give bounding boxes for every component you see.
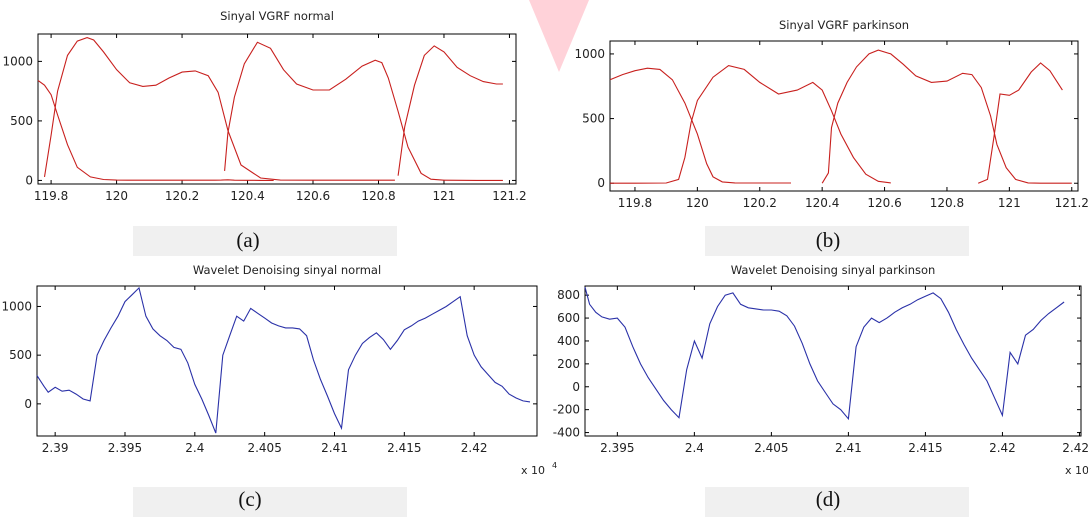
y-tick-label: 500	[582, 112, 605, 126]
chart-title: Sinyal VGRF normal	[220, 9, 334, 23]
x-tick-label: 2.395	[108, 441, 142, 455]
x-tick-label: 2.395	[600, 441, 634, 455]
y-tick-label: -200	[553, 403, 580, 417]
caption-c: (c)	[238, 487, 262, 511]
x-tick-label: 2.4	[685, 441, 704, 455]
caption-strip-a	[133, 226, 397, 256]
x-tick-label: 2.4	[185, 441, 204, 455]
chart-svg-b: Sinyal VGRF parkinson 119.8 120 120.2 120.4 1…	[574, 18, 1088, 210]
y-tick-label: 0	[25, 173, 33, 187]
plot-area	[584, 285, 1082, 437]
x-tick-label: 2.42	[461, 441, 488, 455]
y-tick-label: 500	[10, 114, 33, 128]
caption-b: (b)	[815, 228, 841, 252]
series-line-3	[821, 49, 1072, 184]
x-tick-label: 120.4	[805, 196, 839, 210]
caption-strip-b	[705, 226, 969, 256]
x-tick-label: 121.2	[1055, 196, 1088, 210]
y-tick-label: 200	[557, 357, 580, 371]
x-tick-label: 2.39	[42, 441, 69, 455]
series-line-1	[36, 286, 531, 434]
chart-title: Wavelet Denoising sinyal normal	[193, 263, 381, 277]
y-tick-label: 800	[557, 288, 580, 302]
chart-svg-c: Wavelet Denoising sinyal normal 2.39 2.395…	[1, 263, 557, 477]
x-tick-label: 2.415	[908, 441, 942, 455]
x-tick-label: 120.2	[165, 189, 199, 203]
x-tick-label: 2.405	[247, 441, 281, 455]
x-tick-label: 2.415	[387, 441, 421, 455]
plot-area	[609, 40, 1079, 192]
x-tick-label: 2.42	[989, 441, 1016, 455]
axis-exponent-power: 4	[552, 461, 557, 470]
x-tick-label: 121.2	[492, 189, 526, 203]
y-tick-label: 1000	[2, 54, 33, 68]
x-tick-label: 119.8	[34, 189, 68, 203]
series-line-3	[397, 45, 503, 176]
series-line-4	[43, 37, 395, 181]
x-tick-label: 2.41	[321, 441, 348, 455]
x-tick-label: 120.6	[296, 189, 330, 203]
x-tick-label: 2.405	[754, 441, 788, 455]
axis-exponent-label: x 10	[1065, 464, 1088, 477]
series-line-1	[609, 67, 791, 184]
x-tick-label: 2.425	[1062, 441, 1088, 455]
chart-svg-a: Sinyal VGRF normal 119.8 120 120.2 120.4 120.…	[2, 9, 526, 203]
caption-d: (d)	[815, 487, 841, 511]
x-tick-label: 121	[998, 196, 1021, 210]
chart-title: Sinyal VGRF parkinson	[779, 18, 909, 32]
x-tick-label: 120	[686, 196, 709, 210]
x-tick-label: 120.8	[930, 196, 964, 210]
x-tick-label: 121	[433, 189, 456, 203]
y-tick-label: 600	[557, 311, 580, 325]
series-line-2	[610, 65, 891, 184]
x-tick-label: 120.2	[743, 196, 777, 210]
y-tick-label: 0	[24, 397, 32, 411]
x-tick-label: 120	[105, 189, 128, 203]
x-tick-label: 119.8	[618, 196, 652, 210]
x-tick-label: 120.8	[361, 189, 395, 203]
series-line-4	[977, 62, 1063, 184]
x-tick-label: 2.41	[835, 441, 862, 455]
chart-title: Wavelet Denoising sinyal parkinson	[731, 263, 936, 277]
y-tick-label: 1000	[1, 299, 32, 313]
y-tick-label: 0	[572, 380, 580, 394]
y-tick-label: 400	[557, 334, 580, 348]
decorative-wedge	[529, 0, 589, 72]
chart-svg-d: Wavelet Denoising sinyal parkinson 2.395 2…	[553, 263, 1088, 477]
series-line-1	[37, 79, 274, 181]
x-tick-label: 120.6	[867, 196, 901, 210]
y-tick-label: 500	[9, 348, 32, 362]
caption-strip-c	[133, 487, 407, 517]
axis-exponent-label: x 10	[521, 464, 545, 477]
y-tick-label: 0	[597, 176, 605, 190]
y-tick-label: -400	[553, 426, 580, 440]
series-line-1	[584, 286, 1065, 421]
caption-a: (a)	[236, 228, 260, 252]
caption-strip-d	[705, 487, 969, 517]
series-line-2	[224, 41, 445, 181]
y-tick-label: 1000	[574, 47, 605, 61]
x-tick-label: 120.4	[230, 189, 264, 203]
